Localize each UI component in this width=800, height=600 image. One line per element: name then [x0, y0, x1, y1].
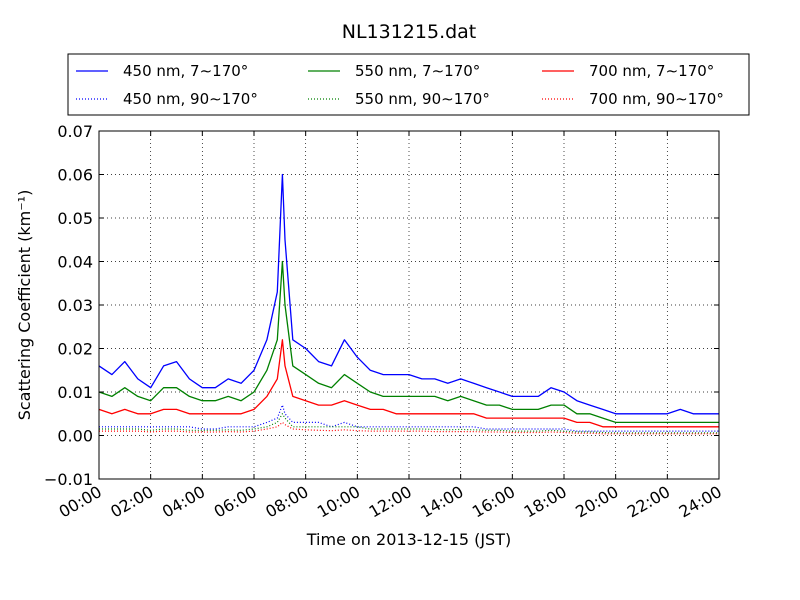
legend-label: 450 nm, 7∼170°: [123, 62, 248, 80]
series-line-2: [98, 260, 719, 424]
x-tick-label: 04:00: [159, 482, 208, 522]
x-tick-label: 16:00: [469, 482, 518, 522]
x-tick-label: 24:00: [676, 482, 725, 522]
series-line-5: [99, 413, 719, 434]
y-axis-label: Scattering Coefficient (km⁻¹): [15, 190, 34, 421]
x-tick-label: 18:00: [521, 482, 570, 522]
x-axis-label: Time on 2013-12-15 (JST): [306, 530, 511, 549]
x-tick-label: 08:00: [262, 482, 311, 522]
y-tick-label: 0.07: [57, 122, 93, 141]
x-tick-label: 22:00: [624, 482, 673, 522]
x-tick-label: 10:00: [314, 482, 363, 522]
legend-label: 550 nm, 7∼170°: [355, 62, 480, 80]
series-line-6: [99, 421, 719, 435]
legend-label: 450 nm, 90∼170°: [123, 90, 258, 108]
y-tick-label: 0.01: [57, 383, 93, 402]
legend-frame: [67, 53, 750, 116]
legend-label: 700 nm, 90∼170°: [589, 90, 724, 108]
series-line-3: [98, 339, 719, 428]
grid: [99, 131, 719, 479]
y-tick-label: −0.01: [44, 470, 93, 489]
y-tick-label: 0.03: [57, 296, 93, 315]
y-tick-label: 0.04: [57, 253, 93, 272]
y-tick-label: 0.02: [57, 340, 93, 359]
x-tick-label: 14:00: [417, 482, 466, 522]
x-tick-label: 06:00: [211, 482, 260, 522]
series-layer: [98, 173, 719, 435]
x-tick-label: 02:00: [107, 482, 156, 522]
x-tick-label: 12:00: [366, 482, 415, 522]
legend: 450 nm, 7∼170° 550 nm, 7∼170° 700 nm, 7∼17…: [67, 53, 750, 116]
chart-title: NL131215.dat: [342, 21, 477, 43]
legend-label: 550 nm, 90∼170°: [355, 90, 490, 108]
y-tick-label: 0.05: [57, 209, 93, 228]
series-line-1: [98, 173, 719, 415]
y-tick-label: 0.00: [57, 427, 93, 446]
x-tick-label: 20:00: [572, 482, 621, 522]
legend-label: 700 nm, 7∼170°: [589, 62, 714, 80]
y-tick-label: 0.06: [57, 166, 93, 185]
